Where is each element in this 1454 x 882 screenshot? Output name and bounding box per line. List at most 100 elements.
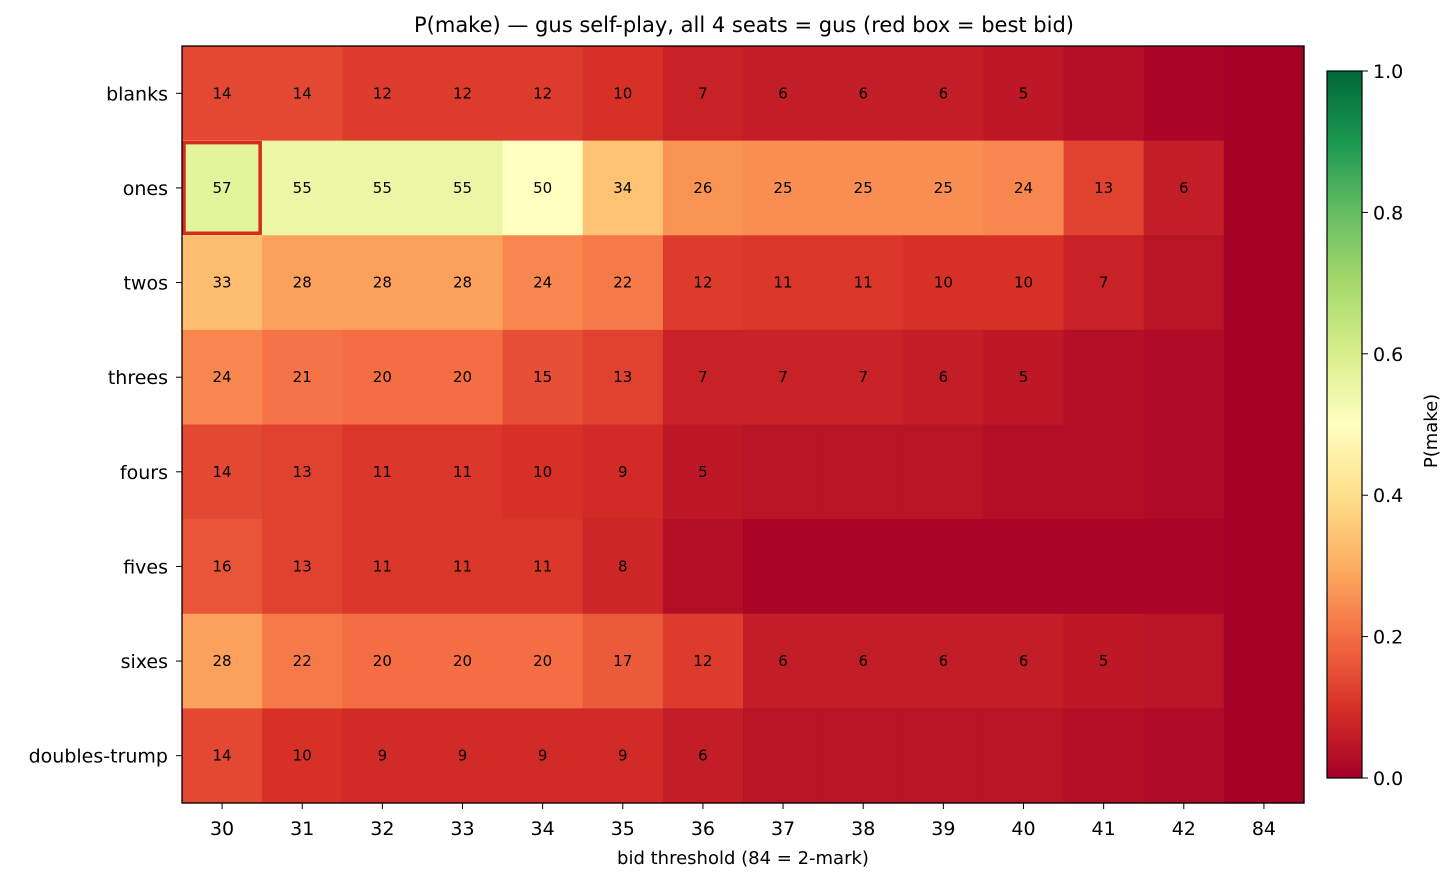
cell-value-label: 16: [213, 557, 232, 575]
heatmap-cell: [903, 613, 985, 709]
colorbar: [1326, 70, 1363, 779]
heatmap-cell: [903, 329, 985, 426]
x-tick-label: 84: [1252, 818, 1276, 840]
heatmap-cell: [823, 235, 904, 331]
heatmap-cell: [502, 329, 584, 426]
colorbar-tick-label: 1.0: [1373, 61, 1403, 83]
cell-value-label: 28: [213, 652, 232, 670]
cell-value-label: 26: [693, 179, 712, 197]
cell-value-label: 6: [698, 747, 708, 765]
heatmap-cell: [1063, 613, 1145, 709]
heatmap-cell: [983, 708, 1065, 804]
heatmap-cell: [502, 140, 584, 236]
cell-value-label: 20: [453, 652, 472, 670]
x-axis-label: bid threshold (84 = 2-mark): [617, 848, 869, 869]
heatmap-cell: [342, 424, 424, 520]
x-tick-label: 35: [611, 818, 635, 840]
heatmap-cell: [262, 46, 343, 142]
cell-value-label: 5: [1019, 84, 1029, 102]
cell-value-label: 12: [533, 84, 552, 102]
heatmap-cell: [662, 329, 744, 426]
heatmap-cell: [743, 424, 824, 520]
cell-value-label: 6: [858, 84, 868, 102]
colorbar-ticks: 0.0 0.2 0.4 0.6 0.8 1.0: [1362, 61, 1403, 790]
cell-value-label: 14: [213, 747, 232, 765]
cell-value-label: 5: [1019, 368, 1029, 386]
cell-value-label: 7: [698, 84, 708, 102]
heatmap-cell: [1143, 519, 1225, 615]
heatmap-cell: [502, 424, 584, 520]
cell-value-label: 6: [939, 652, 949, 670]
heatmap-cell: [582, 140, 664, 236]
cell-value-label: 28: [293, 274, 312, 292]
heatmap-cell: [1063, 140, 1145, 236]
heatmap-cell: [1063, 329, 1145, 426]
heatmap-cell: [903, 424, 985, 520]
cell-value-label: 25: [854, 179, 873, 197]
heatmap-cell: [743, 140, 824, 236]
heatmap-cell: [262, 235, 343, 331]
cell-value-label: 12: [453, 84, 472, 102]
heatmap-cell: [823, 140, 904, 236]
cell-value-label: 25: [934, 179, 953, 197]
heatmap-cell: [582, 424, 664, 520]
cell-value-label: 6: [778, 652, 788, 670]
heatmap-cell: [582, 613, 664, 709]
x-tick-label: 37: [771, 818, 795, 840]
heatmap-cell: [743, 708, 824, 804]
x-tick-label: 34: [531, 818, 555, 840]
heatmap-cell: [1223, 613, 1305, 709]
heatmap-cell: [743, 519, 824, 615]
cell-value-label: 24: [1014, 179, 1033, 197]
heatmap-cell: [662, 235, 744, 331]
y-tick-label: doubles-trump: [29, 746, 168, 768]
heatmap-cell: [582, 519, 664, 615]
x-tick-label: 42: [1172, 818, 1196, 840]
heatmap-cell: [182, 329, 263, 426]
heatmap-cell: [823, 519, 904, 615]
heatmap-cell: [1063, 708, 1145, 804]
cell-value-label: 20: [453, 368, 472, 386]
heatmap-cell: [502, 235, 584, 331]
cell-value-label: 7: [1099, 274, 1109, 292]
cell-value-label: 11: [774, 274, 793, 292]
cell-value-label: 6: [1179, 179, 1189, 197]
heatmap-cell: [582, 46, 664, 142]
cell-value-label: 13: [613, 368, 632, 386]
cell-value-label: 10: [1014, 274, 1033, 292]
heatmap-cell: [342, 519, 424, 615]
cell-value-label: 13: [1094, 179, 1113, 197]
heatmap-cell: [422, 613, 504, 709]
cell-value-label: 6: [939, 84, 949, 102]
x-tick-label: 41: [1092, 818, 1116, 840]
heatmap-cell: [1143, 46, 1225, 142]
heatmap-cell: [502, 613, 584, 709]
heatmap-cell: [182, 46, 263, 142]
heatmap-cell: [983, 519, 1065, 615]
heatmap-cell: [823, 708, 904, 804]
cell-value-label: 10: [613, 84, 632, 102]
heatmap-cell: [582, 235, 664, 331]
heatmap-cell: [743, 235, 824, 331]
cell-value-label: 34: [613, 179, 632, 197]
cell-value-label: 24: [533, 274, 552, 292]
x-axis-ticks: 30 31 32 33 34 35 36 37 38 39 40 41 42 84: [210, 803, 1276, 840]
heatmap-cell: [422, 519, 504, 615]
heatmap-cells: [182, 46, 1305, 804]
heatmap-cell: [422, 708, 504, 804]
heatmap-cell: [903, 235, 985, 331]
y-tick-label: ones: [123, 178, 168, 200]
heatmap-cell: [823, 329, 904, 426]
y-tick-label: fours: [120, 462, 168, 484]
x-tick-label: 38: [851, 818, 875, 840]
cell-value-label: 25: [774, 179, 793, 197]
heatmap-cell: [262, 613, 343, 709]
cell-value-label: 11: [453, 557, 472, 575]
heatmap-cell: [983, 235, 1065, 331]
heatmap-cell: [1143, 613, 1225, 709]
heatmap-cell: [342, 329, 424, 426]
heatmap-cell: [662, 708, 744, 804]
heatmap-cell: [182, 235, 263, 331]
cell-value-label: 12: [373, 84, 392, 102]
